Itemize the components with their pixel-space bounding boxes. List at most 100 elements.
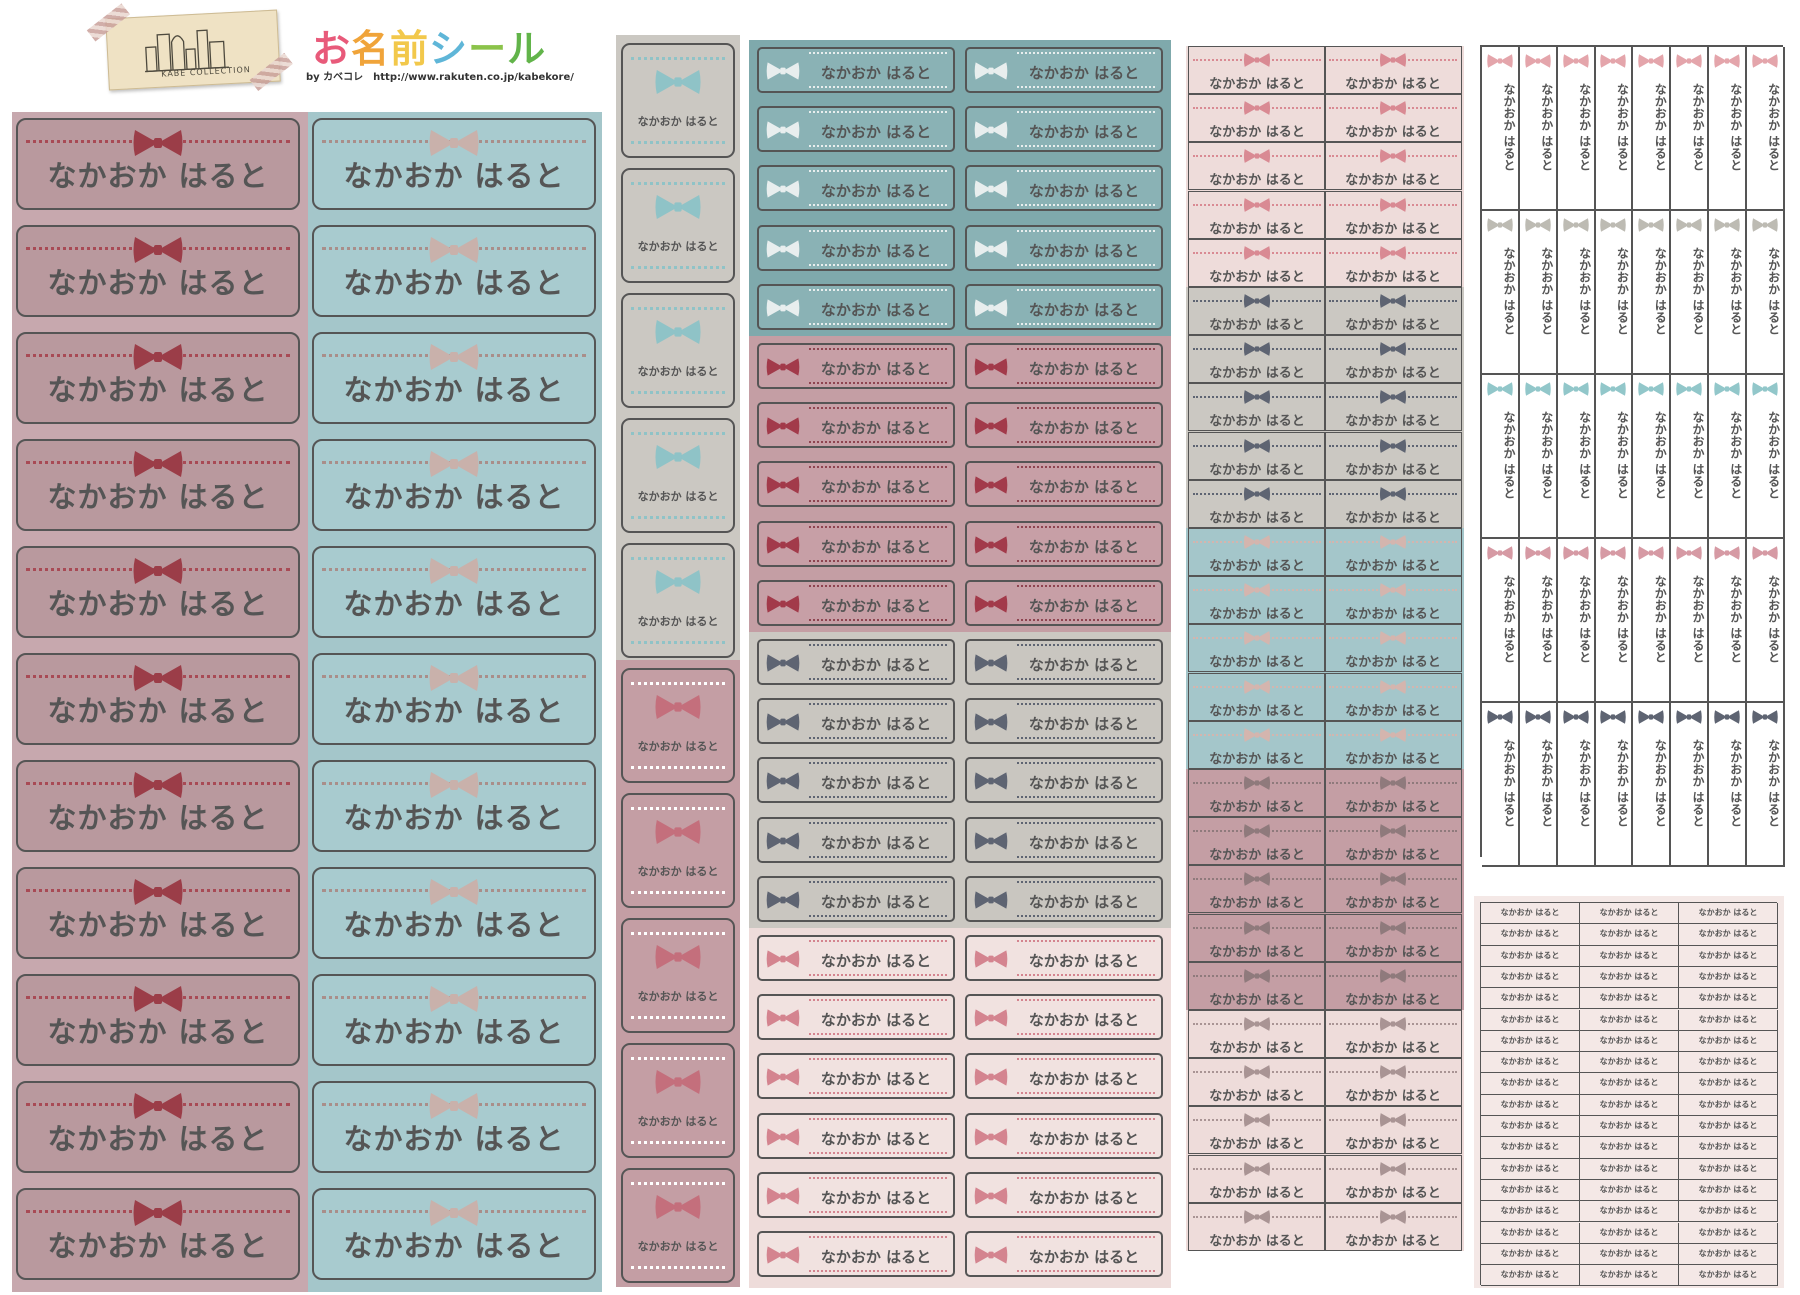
vertical-name-label: なかおか はると [1519,211,1558,375]
bow-icon [1714,710,1740,724]
bow-icon [1379,1017,1407,1031]
name-label-text: なかおか はると [637,740,719,753]
tiny-name-label: なかおか はると [1679,1201,1778,1223]
name-label-text: なかおか はると [1539,247,1554,336]
bow-icon [133,879,183,905]
bow-icon [766,535,800,554]
sheet-large-labels: なかおか はると なかおか はると なかおか はると なかおか はると なかおか はると… [12,112,602,1292]
bow-icon [1525,54,1551,68]
bow-icon [1525,710,1551,724]
name-label-text: なかおか はると [820,656,932,674]
vertical-name-label: なかおか はると [1557,539,1596,703]
dotted-line [809,584,947,587]
bow-icon [1638,218,1664,232]
bow-icon [1714,54,1740,68]
bow-icon [1243,1065,1271,1080]
name-label-text: なかおか はると [637,115,719,128]
bow-icon [1714,382,1740,396]
city-skyline-icon [145,29,229,73]
sheet-tiny-labels: なかおか はると なかおか はると なかおか はると なかおか はると なかおか はると… [1474,896,1784,1288]
name-label-text: なかおか はると [1653,247,1668,336]
name-label-text: なかおか はると [820,64,932,82]
dotted-line [1017,1092,1155,1095]
dotted-line [809,974,947,976]
large-name-label: なかおか はると [312,1188,596,1280]
dotted-line [809,52,947,54]
name-label-text: なかおか はると [1209,944,1305,960]
large-name-label: なかおか はると [16,546,300,638]
name-label-text: なかおか はると [1345,269,1441,285]
dotted-line [631,57,725,60]
small-name-label: なかおか はると [1188,46,1326,94]
name-label-text: なかおか はると [47,587,269,621]
name-label-text: なかおか はると [1691,739,1705,828]
bow-icon [429,451,479,477]
medium-name-label: なかおか はると [965,106,1163,153]
small-name-label: なかおか はると [1188,817,1326,866]
vertical-name-label: なかおか はると [1519,539,1558,703]
bow-icon [1243,920,1271,935]
small-name-label: なかおか はると [1324,720,1462,769]
dotted-line [631,766,725,769]
dotted-line [809,1236,947,1238]
name-label-text: なかおか はると [343,1122,565,1156]
bow-icon [1243,390,1271,405]
tiny-name-label: なかおか はると [1679,1073,1778,1095]
bow-icon [1379,1065,1407,1080]
bow-icon [1600,546,1627,560]
dotted-line [1017,348,1155,350]
bow-icon [1379,535,1407,549]
small-name-label: なかおか はると [1188,238,1326,287]
name-label-text: なかおか はると [1653,739,1668,828]
bow-icon [1562,546,1589,560]
dotted-line [631,932,725,935]
small-name-label: なかおか はると [1188,720,1326,769]
bow-icon [429,1093,479,1119]
dotted-line [631,1016,725,1019]
tiny-name-label: なかおか はると [1481,1116,1580,1138]
dotted-line [1017,678,1155,680]
name-label-text: なかおか はると [1653,411,1668,500]
vertical-name-label: なかおか はると [1746,375,1785,539]
bow-icon [1243,101,1271,116]
dotted-line [1017,288,1155,291]
bow-icon [1751,218,1778,232]
name-label-text: なかおか はると [1345,366,1441,382]
tiny-name-label: なかおか はると [1481,903,1580,925]
name-label-text: なかおか はると [1345,173,1441,189]
bow-icon [1379,824,1407,839]
bow-icon [1525,546,1551,560]
bow-icon [655,1070,701,1094]
dotted-line [1017,584,1155,587]
bow-icon [429,130,479,156]
name-label-text: なかおか はると [1653,575,1668,664]
vertical-name-label: なかおか はると [1708,703,1747,867]
vertical-name-label: なかおか はると [1595,211,1634,375]
vertical-name-label: なかおか はると [1746,211,1785,375]
bow-icon [1751,710,1778,724]
dotted-line [1017,1236,1155,1238]
bow-icon [1243,631,1271,646]
small-name-label: なかおか はると [1324,46,1462,94]
dotted-line [1017,52,1155,54]
tiny-name-label: なかおか はると [1580,1179,1679,1202]
name-label-text: なかおか はると [1577,83,1592,172]
dotted-line [809,1176,947,1179]
bow-icon [1676,54,1702,68]
bow-icon [766,299,800,317]
bow-icon [655,1195,701,1219]
medium-name-label: なかおか はると [757,1171,955,1218]
name-label-text: なかおか はると [1028,952,1140,970]
medium-name-label: なかおか はると [757,875,955,922]
sheet-background-section [749,928,1171,1288]
dotted-line [809,796,947,799]
vertical-name-label: なかおか はると [1595,47,1634,211]
name-label-text: なかおか はると [1028,715,1140,734]
name-label-text: なかおか はると [1209,703,1305,719]
name-label-text: なかおか はると [1728,739,1743,828]
name-label-text: なかおか はると [1345,655,1441,671]
dotted-line [809,525,947,528]
large-name-label: なかおか はると [312,1081,596,1173]
dotted-line [1017,86,1155,88]
vertical-name-label: なかおか はると [1482,375,1520,539]
